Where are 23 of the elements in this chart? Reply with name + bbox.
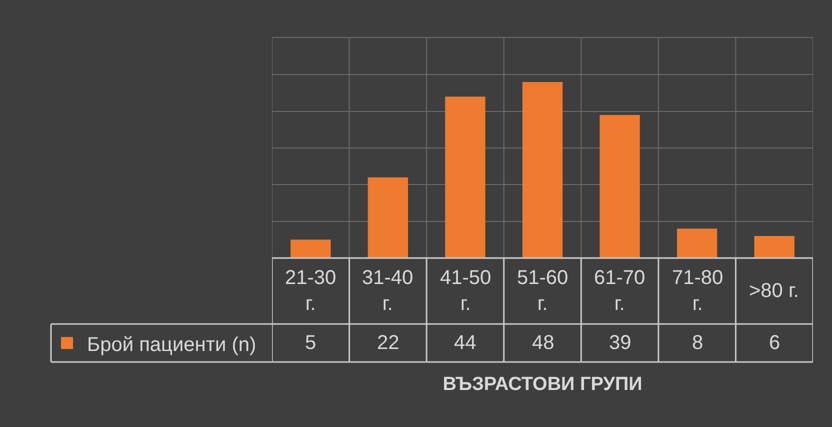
bar: [445, 96, 486, 258]
x-tick-label: 41-50 г.: [440, 267, 492, 315]
bar: [290, 240, 331, 258]
x-tick-label: 61-70 г.: [594, 267, 646, 315]
x-tick-label: 31-40 г.: [362, 267, 414, 315]
data-label: 22: [377, 332, 400, 354]
data-label: 6: [769, 332, 780, 354]
bar: [522, 82, 563, 258]
x-tick-label: 51-60 г.: [517, 267, 568, 315]
data-label: 48: [532, 332, 554, 354]
data-label: 5: [305, 332, 316, 354]
bar: [368, 177, 408, 258]
data-label: 39: [609, 332, 632, 354]
data-label: 8: [692, 332, 704, 354]
bar: [600, 115, 640, 258]
bar: [676, 228, 718, 258]
x-tick-label: 71-80 г.: [672, 267, 724, 315]
x-tick-label: 21-30 г.: [285, 267, 336, 315]
x-axis-title: ВЪЗРАСТОВИ ГРУПИ: [442, 374, 642, 395]
bar: [754, 236, 794, 258]
x-tick-label: >80 г.: [749, 280, 799, 302]
legend-label: Брой пациенти (n): [87, 334, 256, 356]
data-label: 44: [454, 332, 476, 354]
